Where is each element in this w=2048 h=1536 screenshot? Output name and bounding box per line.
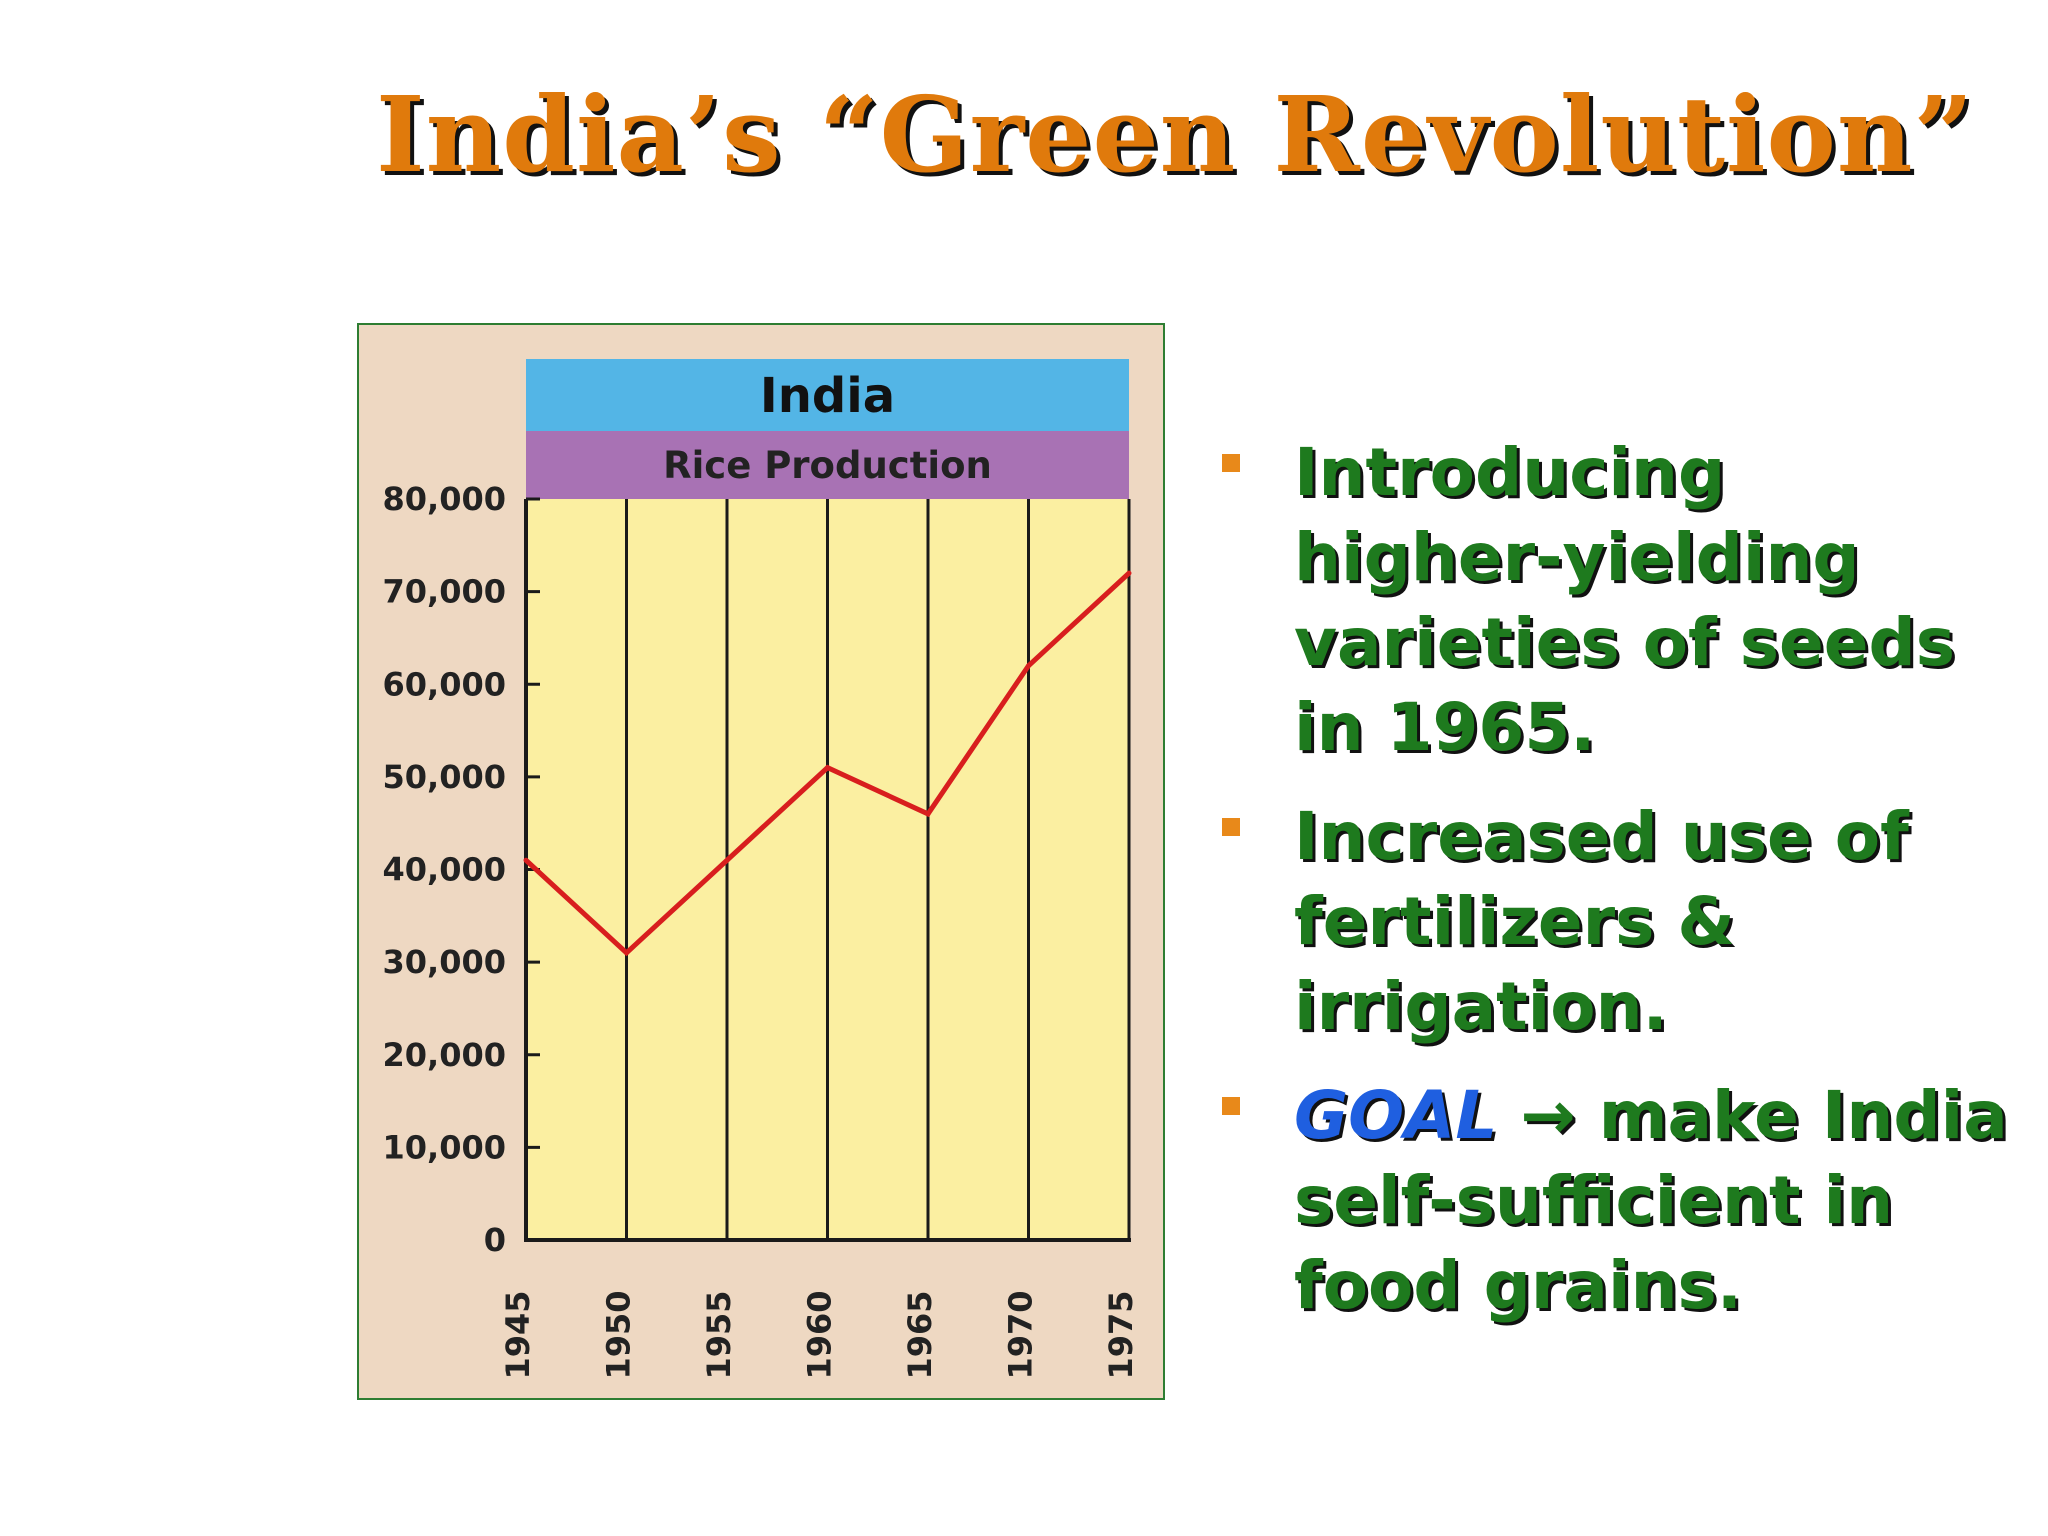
y-tick-label: 80,000 xyxy=(383,480,506,518)
rice-production-chart: India Rice Production 0 10,000 20,000 30,000 4… xyxy=(357,323,1165,1400)
y-tick-label: 50,000 xyxy=(383,758,506,796)
bullet-seeds-text: Introducing higher-yielding varieties of… xyxy=(1294,434,1956,766)
y-tick-label: 30,000 xyxy=(383,943,506,981)
data-point xyxy=(523,857,529,863)
x-tick-label: 1975 xyxy=(1102,1290,1140,1379)
y-tick-label: 10,000 xyxy=(383,1128,506,1166)
square-bullet-icon xyxy=(1222,1097,1240,1115)
goal-label: GOAL xyxy=(1294,1077,1498,1154)
data-point xyxy=(925,811,931,817)
bullet-seeds: Introducing higher-yielding varieties of… xyxy=(1210,430,2010,770)
chart-title-band xyxy=(526,359,1129,431)
data-point xyxy=(724,857,730,863)
square-bullet-icon xyxy=(1222,818,1240,836)
slide-title: India’s “Green Revolution” xyxy=(376,73,1975,196)
chart-title: India xyxy=(760,368,895,424)
data-point xyxy=(1126,570,1132,576)
chart-canvas: India Rice Production 0 10,000 20,000 30,000 4… xyxy=(359,325,1163,1398)
x-tick-label: 1965 xyxy=(901,1290,939,1379)
x-tick-label: 1970 xyxy=(1002,1290,1040,1379)
square-bullet-icon xyxy=(1222,454,1240,472)
bullet-fertilizers: Increased use of fertilizers & irrigatio… xyxy=(1210,794,2010,1049)
x-tick-label: 1955 xyxy=(700,1290,738,1379)
y-tick-label: 20,000 xyxy=(383,1036,506,1074)
x-tick-label: 1950 xyxy=(600,1290,638,1379)
data-point xyxy=(1026,663,1031,669)
x-tick-label: 1960 xyxy=(801,1290,839,1379)
bullet-list: Introducing higher-yielding varieties of… xyxy=(1210,430,2010,1352)
arrow-right-icon: → xyxy=(1520,1077,1576,1154)
y-tick-label: 70,000 xyxy=(383,573,506,611)
data-point xyxy=(825,765,830,771)
y-tick-label: 40,000 xyxy=(383,851,506,889)
bullet-fertilizers-text: Increased use of fertilizers & irrigatio… xyxy=(1294,798,1909,1045)
y-tick-label: 60,000 xyxy=(383,665,506,703)
chart-subtitle-band xyxy=(526,431,1129,499)
data-point xyxy=(624,950,629,956)
x-tick-label: 1945 xyxy=(499,1290,537,1379)
bullet-goal-text: make India self-sufficient in food grain… xyxy=(1294,1077,2008,1324)
y-tick-label: 0 xyxy=(484,1221,506,1259)
chart-subtitle: Rice Production xyxy=(663,444,992,487)
bullet-goal: GOAL → make India self-sufficient in foo… xyxy=(1210,1073,2010,1328)
